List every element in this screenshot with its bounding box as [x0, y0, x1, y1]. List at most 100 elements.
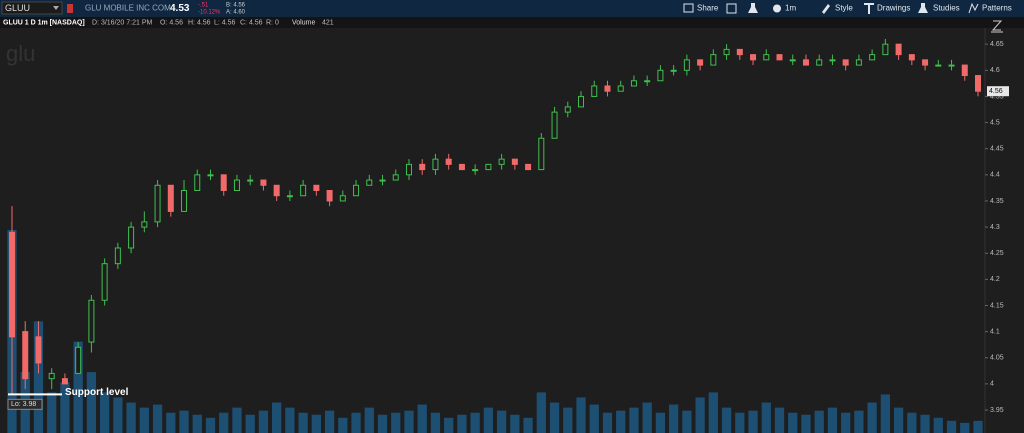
volume-bar: [166, 412, 176, 433]
change: -.51: [198, 3, 209, 9]
candle-body: [776, 54, 783, 61]
drawings-icon[interactable]: [864, 3, 874, 14]
y-tick-label: 4.1: [990, 328, 1000, 335]
volume-bar: [99, 392, 110, 433]
volume-bar: [404, 410, 414, 433]
volume-bar: [219, 412, 229, 433]
volume-bar: [814, 410, 824, 433]
patterns-icon[interactable]: [968, 2, 979, 14]
volume-bar: [973, 420, 983, 433]
volume-bar: [417, 404, 427, 433]
flask-icon[interactable]: [748, 3, 758, 13]
volume-bar: [867, 402, 877, 433]
share-icon[interactable]: [683, 3, 694, 13]
candle-body: [683, 59, 690, 71]
candle-body: [458, 163, 465, 171]
candle-body: [300, 184, 307, 197]
volume-bar: [523, 417, 533, 433]
info-items: GLUU 1 D 1m [NASDAQ] D: 3/16/20 7:21 PM O:…: [3, 19, 334, 26]
candle-body: [750, 54, 757, 61]
candle-body: [855, 59, 862, 66]
candle-body: [472, 169, 479, 172]
candle-body: [697, 59, 704, 66]
candle-body: [604, 85, 611, 92]
candle-body: [511, 158, 518, 165]
volume-bar: [933, 417, 943, 433]
candle-body: [591, 85, 598, 97]
volume-bar: [563, 407, 573, 433]
volume-bar: [655, 412, 666, 433]
volume-bar: [192, 414, 202, 433]
candle-body: [154, 184, 161, 223]
volume-bar: [827, 407, 838, 433]
volume-bar: [788, 412, 798, 433]
volume-bar: [946, 420, 957, 433]
volume-bar: [748, 410, 758, 433]
toolbar-button[interactable]: Patterns: [982, 4, 1012, 13]
volume-bar: [60, 382, 70, 433]
candle-body: [657, 69, 664, 82]
candle-body: [326, 190, 333, 202]
candle-body: [538, 137, 545, 171]
volume-bar: [549, 402, 560, 433]
candle-body: [114, 247, 121, 265]
symbol-box[interactable]: [1, 1, 63, 15]
candle-body: [802, 59, 809, 66]
candle-body: [975, 75, 981, 92]
candle-body: [882, 43, 889, 56]
candle-body: [35, 336, 42, 364]
volume-bar: [364, 407, 374, 433]
volume-bar: [893, 407, 904, 433]
candle-body: [617, 85, 624, 92]
toolbar-button[interactable]: Drawings: [877, 4, 910, 13]
toolbar-button[interactable]: 1m: [785, 4, 796, 13]
candle-body: [763, 54, 770, 61]
info-item: R: 0: [266, 19, 279, 26]
volume-bar: [695, 397, 705, 433]
candle-body: [816, 59, 823, 66]
y-tick-label: 4.6: [990, 67, 1000, 74]
candle-body: [48, 372, 55, 380]
volume-bar: [642, 402, 652, 433]
low-box: [7, 398, 43, 410]
candle-body: [313, 184, 320, 192]
candle-body: [141, 221, 148, 228]
volume-bar: [589, 404, 599, 433]
volume-bar: [444, 417, 454, 433]
volume-bar: [152, 404, 163, 433]
toolbar-button[interactable]: Share: [697, 4, 719, 13]
support-label: Support level: [65, 387, 129, 398]
change-pct: -10.12%: [198, 10, 221, 16]
y-tick-label: 4.05: [990, 355, 1004, 362]
volume-bar: [179, 410, 189, 433]
volume-bar: [377, 414, 388, 433]
low-label: Lo: 3.98: [11, 401, 36, 408]
candle-body: [842, 59, 849, 66]
toolbar-button[interactable]: Studies: [933, 4, 960, 13]
settings-icon[interactable]: [773, 4, 781, 13]
symbol: GLUU: [5, 3, 30, 13]
volume-bar: [907, 412, 917, 433]
layout-icon[interactable]: [726, 3, 737, 14]
volume-bar: [391, 412, 401, 433]
studies-icon[interactable]: [918, 3, 928, 13]
link-icon[interactable]: [67, 4, 73, 13]
style-icon[interactable]: [822, 4, 830, 14]
volume-bar: [483, 407, 494, 433]
volume-label: Volume: [292, 19, 315, 26]
candle-body: [128, 226, 135, 249]
candle-body: [181, 190, 188, 212]
dropdown-icon[interactable]: [53, 6, 59, 10]
volume-bar: [298, 412, 308, 433]
zoom-icon[interactable]: [991, 20, 1003, 33]
candle-body: [498, 158, 505, 165]
candle-body: [247, 179, 254, 182]
candle-body: [167, 184, 174, 212]
volume-bar: [285, 407, 295, 433]
toolbar-button[interactable]: Style: [835, 4, 853, 13]
volume-bar: [616, 410, 626, 433]
candle-body: [564, 106, 571, 113]
candle-body: [101, 263, 108, 301]
